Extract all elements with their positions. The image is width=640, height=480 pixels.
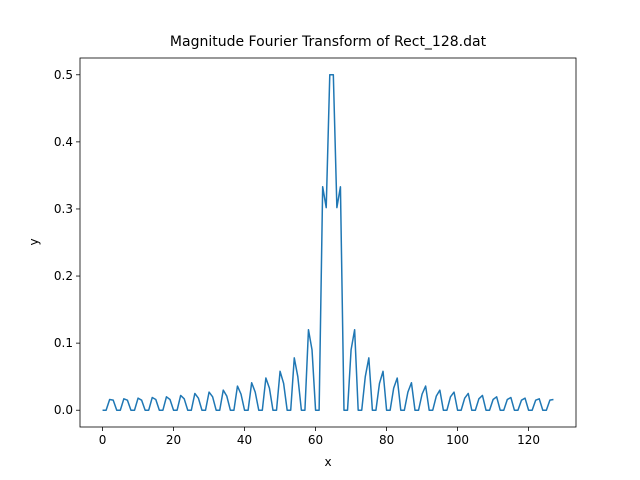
x-tick-label: 0 bbox=[99, 433, 107, 447]
y-tick-label: 0.0 bbox=[54, 403, 73, 417]
x-tick-label: 20 bbox=[166, 433, 181, 447]
data-line bbox=[102, 74, 554, 411]
chart-title: Magnitude Fourier Transform of Rect_128.… bbox=[170, 34, 487, 50]
x-tick-label: 60 bbox=[308, 433, 323, 447]
y-tick-label: 0.2 bbox=[54, 269, 73, 283]
plot-frame bbox=[79, 57, 577, 428]
y-tick-label: 0.5 bbox=[54, 68, 73, 82]
y-tick-label: 0.3 bbox=[54, 202, 73, 216]
y-tick-label: 0.4 bbox=[54, 135, 73, 149]
x-tick-label: 40 bbox=[237, 433, 252, 447]
x-tick-label: 100 bbox=[446, 433, 469, 447]
y-axis-label: y bbox=[27, 238, 41, 245]
x-tick-label: 80 bbox=[379, 433, 394, 447]
y-tick-label: 0.1 bbox=[54, 336, 73, 350]
x-axis-label: x bbox=[324, 455, 331, 469]
x-tick-label: 120 bbox=[517, 433, 540, 447]
